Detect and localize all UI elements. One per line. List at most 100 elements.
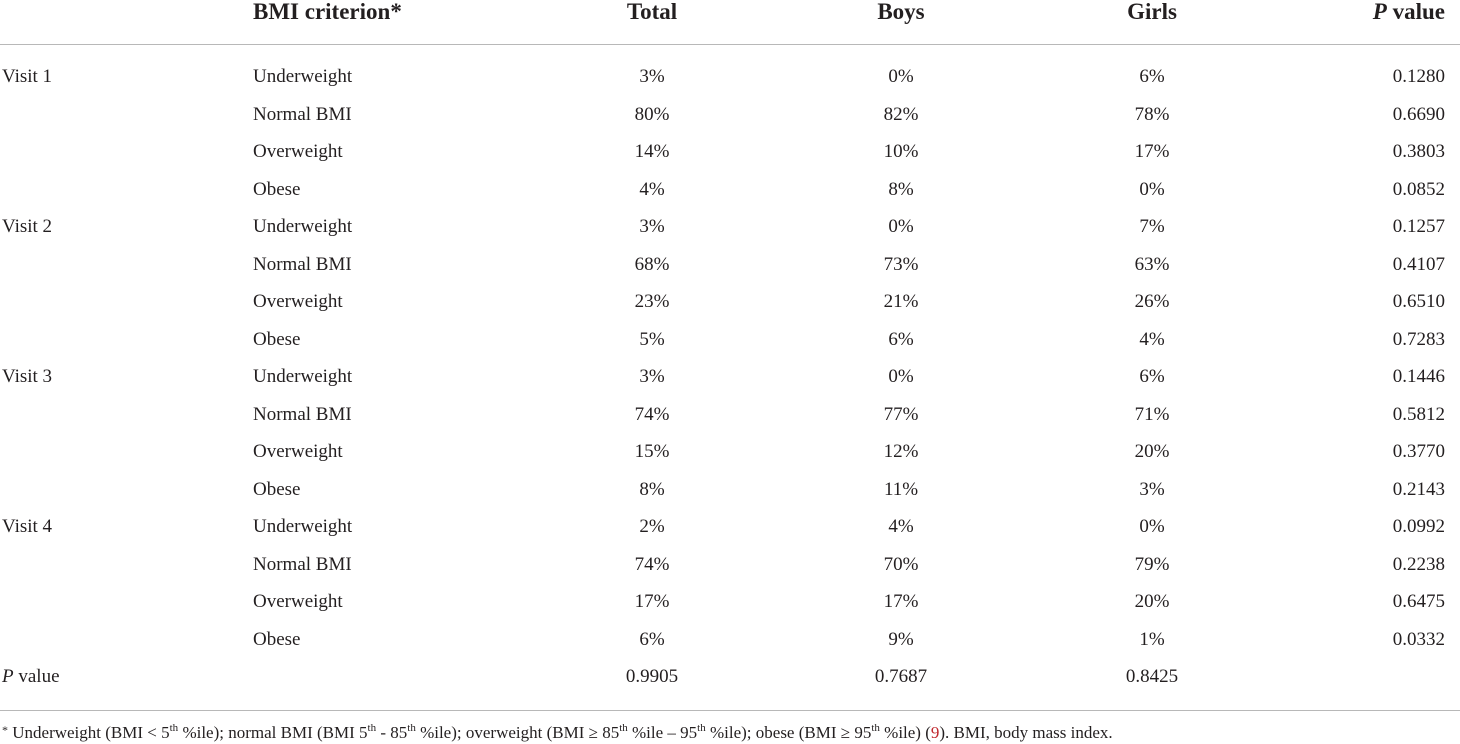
total-cell: 2% xyxy=(639,516,665,537)
boys-cell: 73% xyxy=(883,253,919,275)
footnote-text-2: %ile); normal BMI (BMI 5 xyxy=(178,723,368,742)
table-row: Normal BMI 74% 77% 71% 0.5812 xyxy=(0,396,1460,434)
criterion-cell: Underweight xyxy=(253,216,353,237)
girls-cell: 0% xyxy=(1139,516,1165,537)
footnote-sup-2: th xyxy=(367,722,377,734)
footnote-text-1: Underweight (BMI < 5 xyxy=(8,723,170,742)
p-value-cell: 0.6690 xyxy=(1392,103,1445,125)
p-value-cell: 0.3803 xyxy=(1392,141,1445,162)
footnote-sup-4: th xyxy=(619,722,628,734)
boys-cell: 6% xyxy=(888,328,914,350)
p-value-cell: 0.1280 xyxy=(1392,66,1445,87)
table-row: Normal BMI 74% 70% 79% 0.2238 xyxy=(0,546,1460,584)
table-row: Visit 1 Underweight 3% 0% 6% 0.1280 xyxy=(0,58,1460,96)
total-cell: 4% xyxy=(639,178,665,200)
total-cell: 68% xyxy=(634,253,670,275)
boys-cell: 21% xyxy=(883,291,919,312)
p-value-header-rest: value xyxy=(1386,0,1445,24)
reference-link[interactable]: 9 xyxy=(930,723,940,742)
p-value-cell: 0.2143 xyxy=(1392,478,1445,500)
table-row: Visit 2 Underweight 3% 0% 7% 0.1257 xyxy=(0,208,1460,246)
column-header-criterion: BMI criterion* xyxy=(253,0,402,24)
footnote-sup-1: th xyxy=(169,722,179,734)
girls-cell: 0% xyxy=(1139,178,1165,200)
visit-cell: Visit 2 xyxy=(2,216,53,237)
p-value-cell: 0.6475 xyxy=(1392,591,1445,612)
criterion-cell: Overweight xyxy=(253,141,343,162)
summary-girls-cell: 0.8425 xyxy=(1125,666,1179,687)
table-row: Visit 3 Underweight 3% 0% 6% 0.1446 xyxy=(0,358,1460,396)
footnote-text-8: ). BMI, body mass index. xyxy=(939,723,1113,742)
criterion-cell: Obese xyxy=(253,328,301,350)
p-value-cell: 0.6510 xyxy=(1392,291,1445,312)
criterion-cell: Underweight xyxy=(253,366,353,387)
total-cell: 6% xyxy=(639,628,665,650)
girls-cell: 4% xyxy=(1139,328,1165,350)
column-header-p-value: P value xyxy=(1373,0,1445,24)
total-cell: 5% xyxy=(639,328,665,350)
criterion-cell: Normal BMI xyxy=(253,103,352,125)
criterion-cell: Overweight xyxy=(253,441,343,462)
girls-cell: 71% xyxy=(1134,403,1170,425)
p-value-header-italic-p: P xyxy=(1372,0,1387,24)
table-row: Normal BMI 68% 73% 63% 0.4107 xyxy=(0,246,1460,284)
girls-cell: 79% xyxy=(1134,553,1170,575)
boys-cell: 70% xyxy=(883,553,919,575)
table-row: Normal BMI 80% 82% 78% 0.6690 xyxy=(0,96,1460,134)
girls-cell: 26% xyxy=(1134,291,1170,312)
footnote-sup-5: th xyxy=(697,722,706,734)
table-row: Overweight 15% 12% 20% 0.3770 xyxy=(0,433,1460,471)
total-cell: 3% xyxy=(639,216,665,237)
criterion-cell: Normal BMI xyxy=(253,403,352,425)
girls-cell: 63% xyxy=(1134,253,1170,275)
girls-cell: 7% xyxy=(1139,216,1165,237)
criterion-cell: Normal BMI xyxy=(253,253,352,275)
boys-cell: 0% xyxy=(888,366,914,387)
footnote-text-3: - 85 xyxy=(376,723,408,742)
girls-cell: 3% xyxy=(1139,478,1165,500)
criterion-cell: Underweight xyxy=(253,516,353,537)
criterion-cell: Obese xyxy=(253,178,301,200)
boys-cell: 0% xyxy=(888,216,914,237)
girls-cell: 17% xyxy=(1134,141,1170,162)
boys-cell: 9% xyxy=(888,628,914,650)
summary-boys-cell: 0.7687 xyxy=(874,666,928,687)
p-value-cell: 0.4107 xyxy=(1392,253,1445,275)
visit-cell: Visit 1 xyxy=(2,66,53,87)
total-cell: 14% xyxy=(634,141,670,162)
boys-cell: 8% xyxy=(888,178,914,200)
total-cell: 3% xyxy=(639,366,665,387)
criterion-cell: Overweight xyxy=(253,291,343,312)
boys-cell: 4% xyxy=(888,516,914,537)
column-header-boys: Boys xyxy=(877,0,925,24)
girls-cell: 1% xyxy=(1139,628,1165,650)
criterion-cell: Obese xyxy=(253,628,301,650)
table-footnote: * Underweight (BMI < 5th %ile); normal B… xyxy=(2,719,1113,744)
criterion-footnote-mark: * xyxy=(390,0,402,24)
girls-cell: 20% xyxy=(1134,591,1170,612)
total-cell: 74% xyxy=(634,403,670,425)
boys-cell: 0% xyxy=(888,66,914,87)
p-value-cell: 0.1446 xyxy=(1392,366,1445,387)
criterion-header-label: BMI criterion xyxy=(253,0,391,24)
boys-cell: 82% xyxy=(883,103,919,125)
total-cell: 80% xyxy=(634,103,670,125)
summary-row-label: P value xyxy=(2,658,60,696)
p-value-cell: 0.1257 xyxy=(1392,216,1445,237)
boys-cell: 17% xyxy=(883,591,919,612)
column-header-girls: Girls xyxy=(1127,0,1177,24)
boys-cell: 11% xyxy=(883,478,919,500)
footnote-text-5: %ile – 95 xyxy=(627,723,698,742)
p-value-cell: 0.7283 xyxy=(1392,328,1445,350)
p-value-cell: 0.2238 xyxy=(1392,553,1445,575)
footnote-mark: * xyxy=(2,723,8,737)
p-value-cell: 0.3770 xyxy=(1392,441,1445,462)
summary-total-cell: 0.9905 xyxy=(625,666,679,687)
table-row: Overweight 17% 17% 20% 0.6475 xyxy=(0,583,1460,621)
table-row: Obese 5% 6% 4% 0.7283 xyxy=(0,321,1460,359)
footer-rule xyxy=(0,710,1460,711)
criterion-cell: Normal BMI xyxy=(253,553,352,575)
footnote-sup-3: th xyxy=(407,722,416,734)
boys-cell: 77% xyxy=(883,403,919,425)
footnote-text-7: %ile) ( xyxy=(879,723,931,742)
